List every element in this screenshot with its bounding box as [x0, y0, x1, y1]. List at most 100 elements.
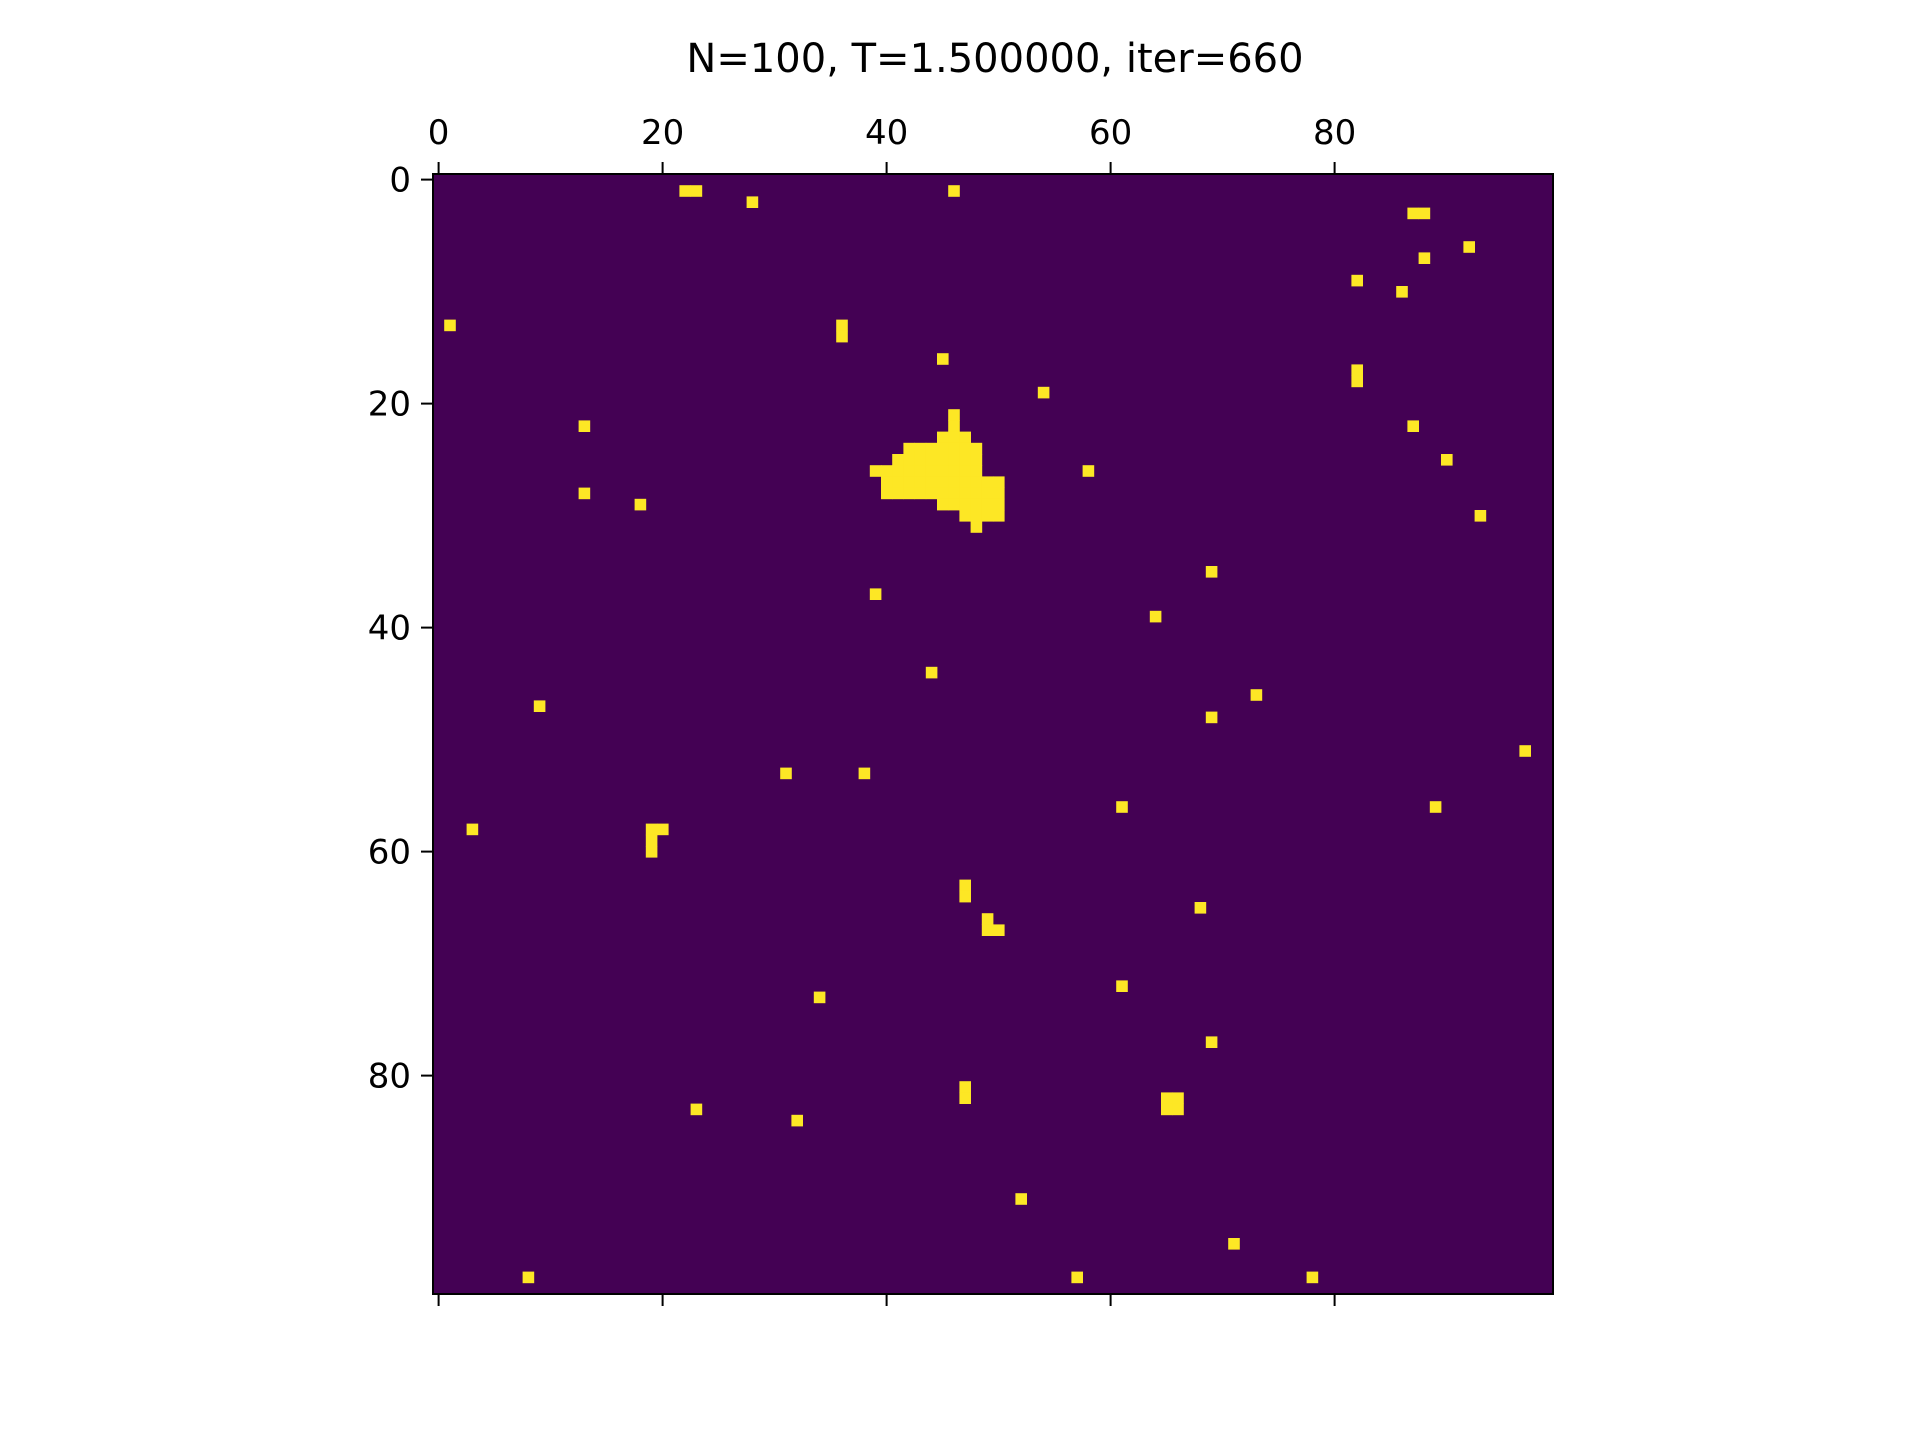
active-cell — [1015, 1193, 1027, 1205]
active-cell — [1116, 980, 1128, 992]
active-cell — [1250, 689, 1263, 701]
active-cell — [925, 666, 938, 679]
active-cell — [970, 510, 983, 522]
active-cell — [1071, 1271, 1083, 1284]
active-cell — [959, 465, 971, 477]
active-cell — [948, 442, 960, 455]
active-cell — [881, 476, 893, 488]
active-cell — [970, 498, 983, 511]
active-cell — [948, 487, 960, 500]
active-cell — [970, 476, 983, 488]
active-cell — [892, 465, 904, 477]
active-cell — [1172, 1092, 1184, 1104]
active-cell — [981, 510, 994, 522]
active-cell — [634, 498, 647, 511]
active-cell — [1407, 420, 1419, 432]
active-cell — [903, 476, 915, 488]
active-cell — [970, 442, 983, 455]
active-cell — [993, 498, 1005, 511]
active-cell — [970, 454, 983, 466]
active-cell — [981, 487, 994, 500]
active-cell — [1519, 745, 1531, 757]
active-cell — [914, 454, 927, 466]
active-cell — [881, 487, 893, 500]
active-cell — [1351, 375, 1363, 388]
y-axis-left: 0 20 40 60 80 — [368, 161, 433, 1097]
active-cell — [1205, 566, 1218, 578]
active-cell — [1396, 286, 1408, 298]
active-cell — [1037, 386, 1050, 399]
active-cell — [690, 1103, 703, 1116]
active-cell — [903, 465, 915, 477]
active-cell — [645, 846, 658, 858]
active-cell — [948, 465, 960, 477]
plot-background — [433, 174, 1553, 1294]
chart-title: N=100, T=1.500000, iter=660 — [686, 36, 1303, 82]
active-cell — [1082, 465, 1095, 477]
active-cell — [925, 454, 938, 466]
y-tick-label: 40 — [368, 609, 411, 649]
x-tick-label: 80 — [1313, 113, 1356, 153]
active-cell — [970, 465, 983, 477]
active-cell — [903, 454, 915, 466]
active-cell — [948, 409, 960, 421]
active-cell — [1228, 1238, 1240, 1250]
active-cell — [914, 487, 927, 500]
active-cell — [679, 185, 691, 197]
active-cell — [959, 498, 971, 511]
active-cell — [914, 442, 927, 455]
active-cell — [993, 476, 1005, 488]
active-cell — [948, 498, 960, 511]
active-cell — [466, 823, 479, 836]
active-cell — [925, 442, 938, 455]
active-cell — [970, 487, 983, 500]
active-cell — [892, 487, 904, 500]
active-cells-layer — [444, 185, 1531, 1284]
active-cell — [993, 487, 1005, 500]
active-cell — [959, 487, 971, 500]
active-cell — [948, 454, 960, 466]
active-cell — [937, 465, 949, 477]
active-cell — [746, 196, 759, 208]
x-tick-label: 60 — [1089, 113, 1132, 153]
active-cell — [948, 431, 960, 444]
active-cell — [925, 465, 938, 477]
active-cell — [1149, 610, 1162, 623]
active-cell — [959, 476, 971, 488]
active-cell — [925, 476, 938, 488]
x-axis-top: 0 20 40 60 80 — [428, 113, 1356, 174]
active-cell — [903, 487, 915, 500]
active-cell — [533, 700, 546, 712]
active-cell — [959, 879, 971, 892]
active-cell — [522, 1271, 535, 1284]
active-cell — [937, 498, 949, 511]
active-cell — [645, 823, 658, 836]
active-cell — [1407, 207, 1419, 220]
active-cell — [1306, 1271, 1319, 1284]
active-cell — [869, 588, 882, 600]
active-cell — [1418, 252, 1431, 264]
y-tick-label: 80 — [368, 1057, 411, 1097]
x-tick-label: 0 — [428, 113, 450, 153]
active-cell — [981, 913, 994, 925]
active-cell — [836, 330, 848, 343]
active-cell — [1205, 711, 1218, 724]
active-cell — [1161, 1092, 1173, 1104]
active-cell — [937, 476, 949, 488]
active-cell — [959, 890, 971, 903]
active-cell — [1474, 510, 1487, 522]
active-cell — [948, 185, 960, 197]
active-cell — [981, 924, 994, 936]
active-cell — [937, 442, 949, 455]
active-cell — [1116, 801, 1128, 813]
active-cell — [993, 924, 1005, 936]
active-cell — [858, 767, 871, 780]
active-cell — [1161, 1103, 1173, 1116]
active-cell — [948, 476, 960, 488]
active-cell — [937, 431, 949, 444]
y-tick-label: 60 — [368, 833, 411, 873]
active-cell — [948, 420, 960, 432]
active-cell — [1172, 1103, 1184, 1116]
active-cell — [657, 823, 669, 836]
